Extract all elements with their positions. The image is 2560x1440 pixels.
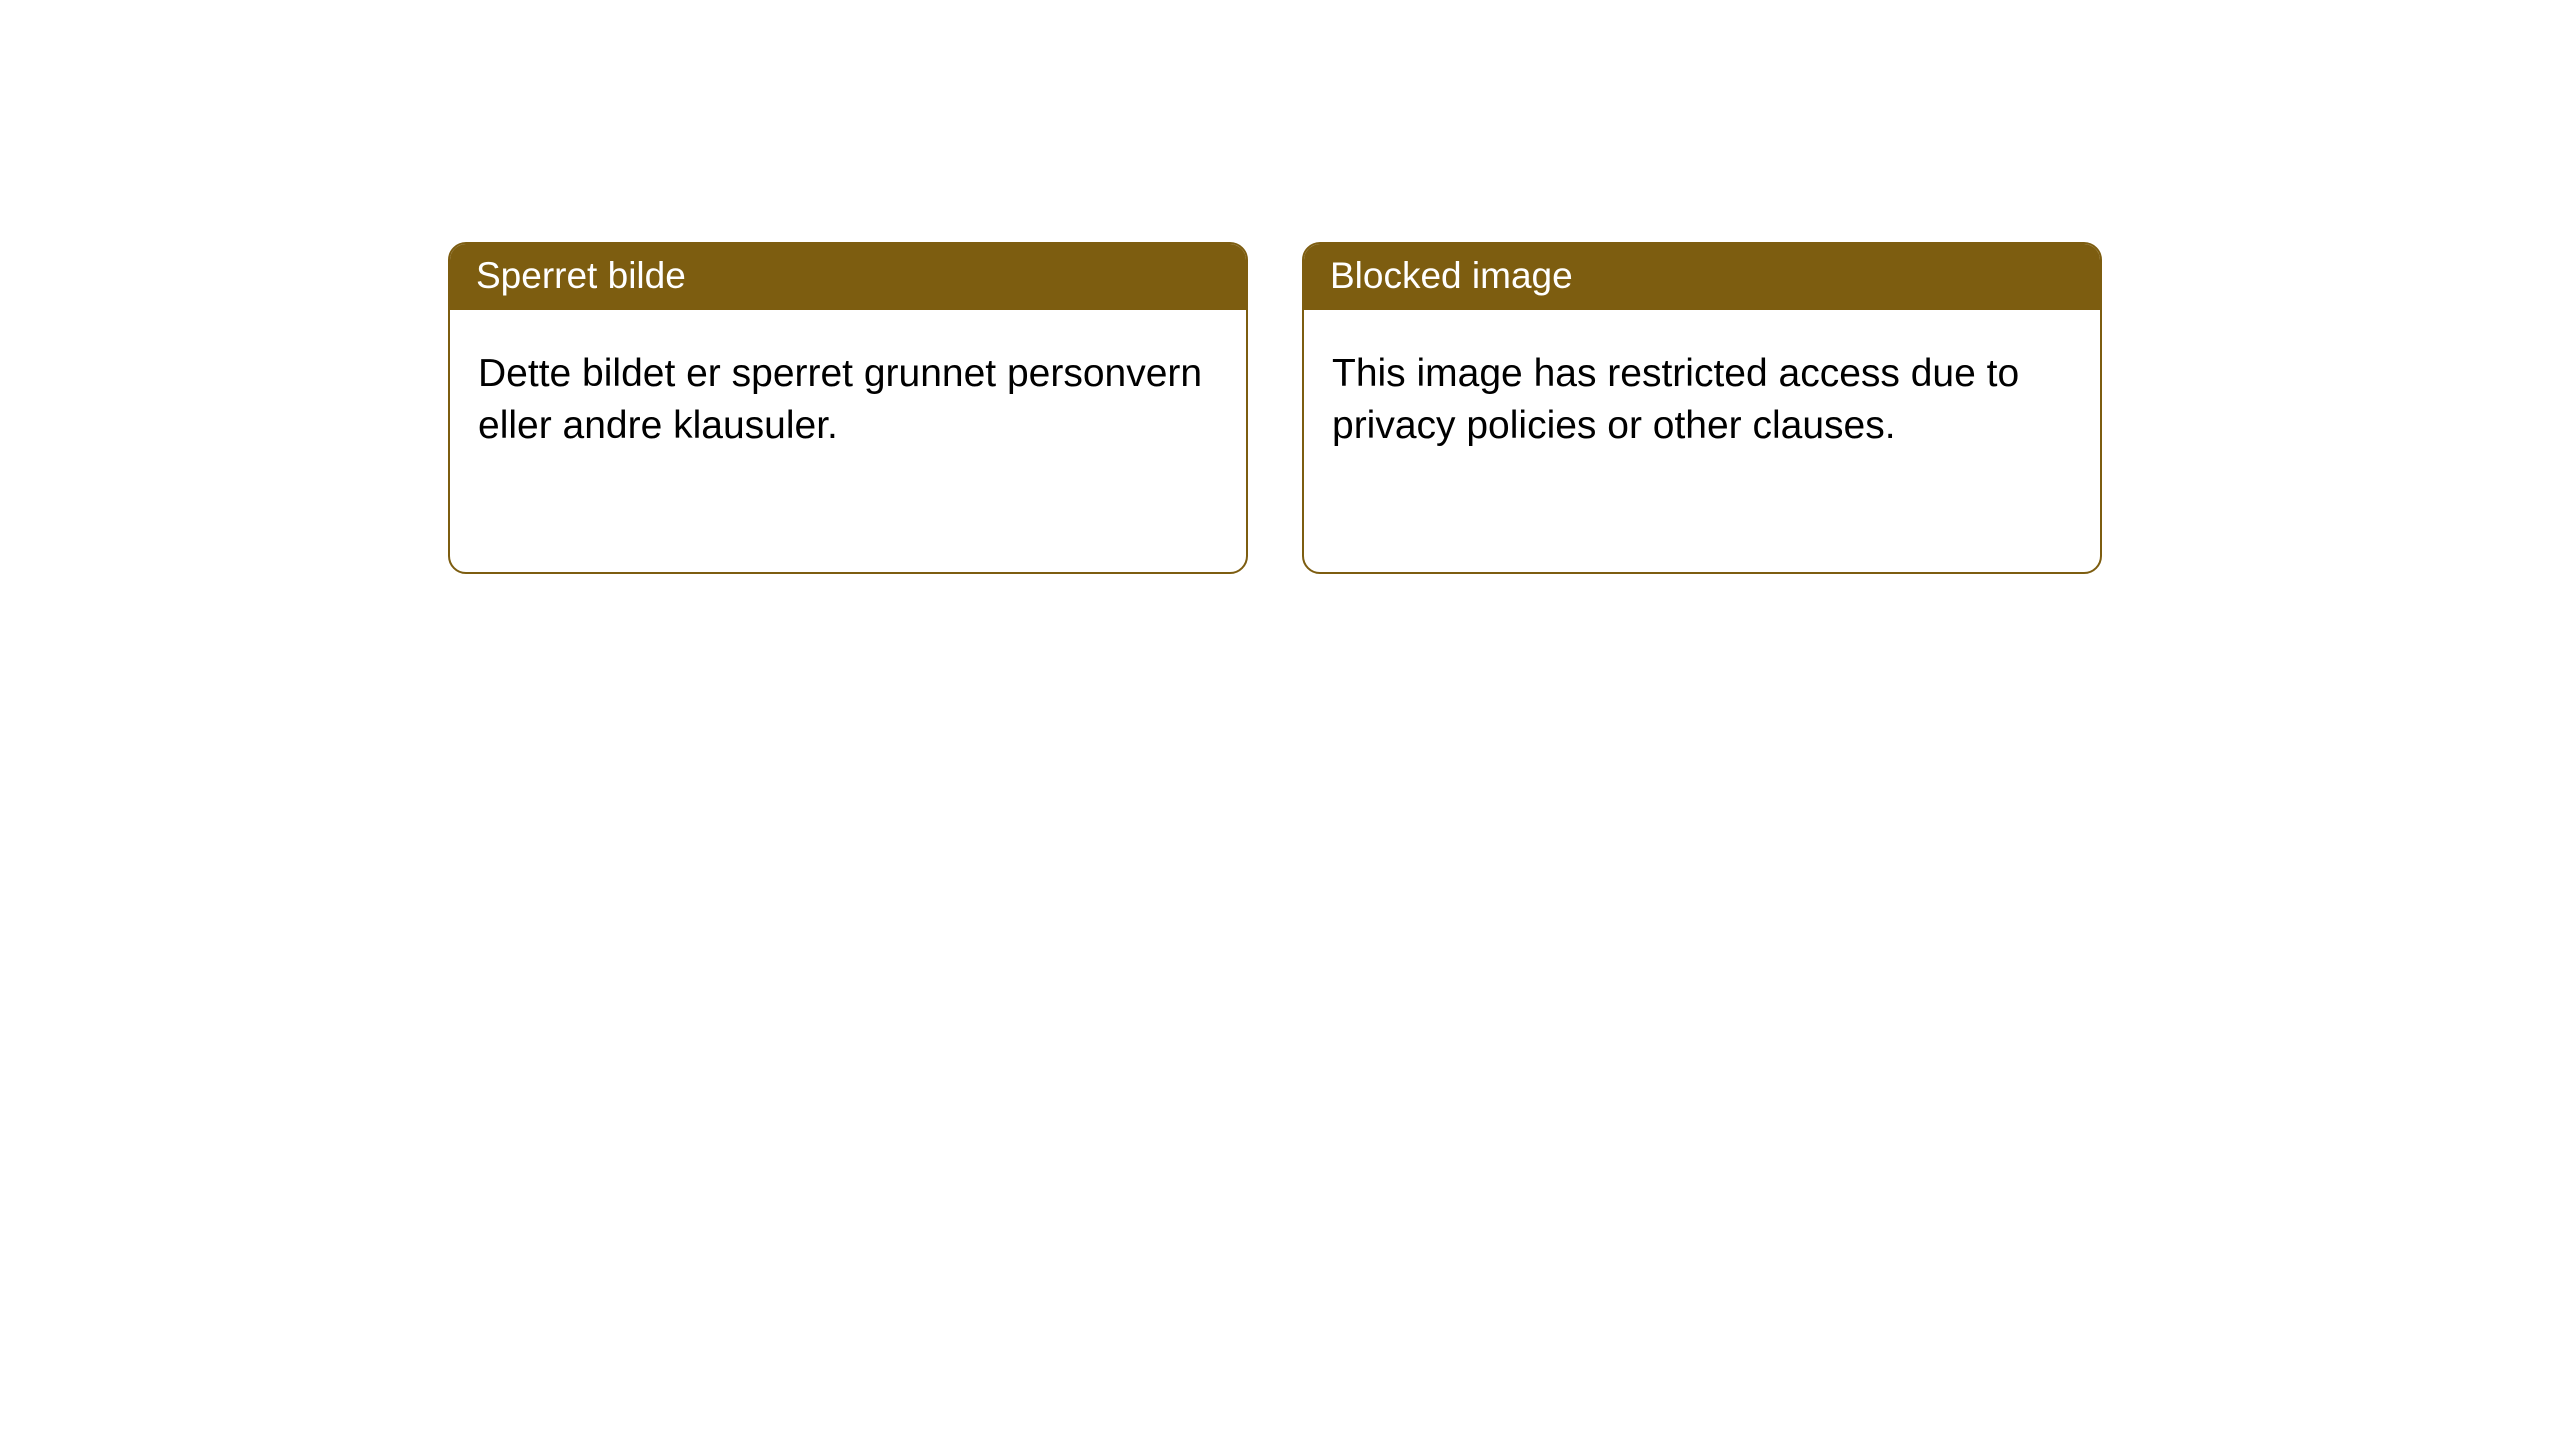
notice-container: Sperret bilde Dette bildet er sperret gr…	[0, 0, 2560, 574]
notice-card-title: Sperret bilde	[450, 244, 1246, 310]
notice-card-english: Blocked image This image has restricted …	[1302, 242, 2102, 574]
notice-card-title: Blocked image	[1304, 244, 2100, 310]
notice-card-body: This image has restricted access due to …	[1304, 310, 2100, 479]
notice-card-norwegian: Sperret bilde Dette bildet er sperret gr…	[448, 242, 1248, 574]
notice-card-body: Dette bildet er sperret grunnet personve…	[450, 310, 1246, 479]
